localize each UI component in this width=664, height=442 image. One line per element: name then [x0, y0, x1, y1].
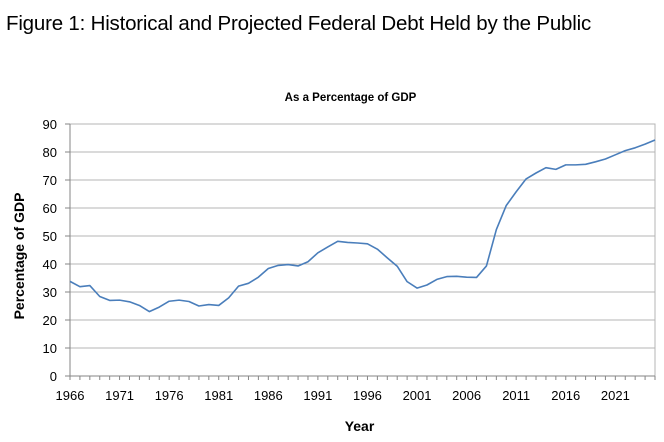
- y-tick-label: 60: [43, 201, 57, 216]
- data-point: [277, 264, 280, 267]
- x-tick-label: 2006: [452, 388, 481, 403]
- x-tick-label: 1976: [155, 388, 184, 403]
- data-point: [406, 280, 409, 283]
- y-axis: 0 10 20 30 40 50 60 70 80 90: [43, 117, 71, 384]
- y-tick-label: 30: [43, 285, 57, 300]
- data-point: [326, 245, 329, 248]
- gridlines: [70, 123, 655, 377]
- data-point: [108, 299, 111, 302]
- data-point: [78, 285, 81, 288]
- data-point: [654, 138, 657, 141]
- data-point: [485, 264, 488, 267]
- data-point: [505, 204, 508, 207]
- data-point: [197, 305, 200, 308]
- y-tick-label: 40: [43, 257, 57, 272]
- data-point: [128, 300, 131, 303]
- data-point: [584, 163, 587, 166]
- y-tick-label: 10: [43, 341, 57, 356]
- data-point: [644, 143, 647, 146]
- data-point: [564, 163, 567, 166]
- x-tick-label: 1966: [56, 388, 85, 403]
- data-point: [366, 242, 369, 245]
- data-point: [336, 240, 339, 243]
- data-point: [435, 278, 438, 281]
- data-point: [138, 304, 141, 307]
- data-point: [416, 287, 419, 290]
- x-axis-label: Year: [345, 418, 375, 434]
- data-point: [445, 275, 448, 278]
- data-point: [237, 285, 240, 288]
- y-tick-label: 70: [43, 173, 57, 188]
- data-point: [178, 299, 181, 302]
- data-point: [247, 282, 250, 285]
- x-tick-label: 2011: [502, 388, 530, 403]
- x-tick-label: 2021: [601, 388, 630, 403]
- data-point: [158, 306, 161, 309]
- series-line-0: [69, 139, 656, 313]
- series-group: [69, 138, 657, 313]
- data-point: [257, 276, 260, 279]
- y-tick-label: 20: [43, 313, 57, 328]
- data-point: [535, 172, 538, 175]
- data-point: [624, 149, 627, 152]
- data-point: [525, 177, 528, 180]
- data-point: [594, 160, 597, 163]
- data-point: [544, 166, 547, 169]
- data-point: [634, 146, 637, 149]
- data-point: [98, 295, 101, 298]
- data-point: [554, 168, 557, 171]
- data-point: [515, 190, 518, 193]
- data-point: [455, 275, 458, 278]
- data-point: [396, 265, 399, 268]
- figure-title: Figure 1: Historical and Projected Feder…: [6, 12, 592, 35]
- data-point: [168, 300, 171, 303]
- y-tick-label: 50: [43, 229, 57, 244]
- plot-area: [69, 123, 656, 377]
- y-tick-label: 90: [43, 117, 57, 132]
- data-point: [475, 276, 478, 279]
- data-point: [118, 299, 121, 302]
- x-tick-label: 1981: [204, 388, 233, 403]
- data-point: [69, 280, 72, 283]
- data-point: [207, 303, 210, 306]
- data-point: [425, 284, 428, 287]
- x-tick-label: 2016: [551, 388, 580, 403]
- x-tick-label: 1986: [254, 388, 283, 403]
- data-point: [287, 263, 290, 266]
- data-point: [465, 276, 468, 279]
- y-tick-label: 0: [50, 369, 57, 384]
- data-point: [306, 260, 309, 263]
- x-tick-label: 1996: [353, 388, 382, 403]
- x-axis: 1966 1971 1976 1981 1986 1991 1996 2001 2006 2011…: [56, 376, 656, 403]
- data-point: [356, 242, 359, 245]
- data-point: [614, 153, 617, 156]
- data-point: [346, 241, 349, 244]
- x-tick-label: 1971: [105, 388, 134, 403]
- data-point: [376, 248, 379, 251]
- data-point: [574, 163, 577, 166]
- data-point: [297, 264, 300, 267]
- chart-title: As a Percentage of GDP: [285, 92, 417, 104]
- data-point: [316, 251, 319, 254]
- data-point: [187, 300, 190, 303]
- x-tick-label: 1991: [303, 388, 332, 403]
- y-tick-label: 80: [43, 145, 57, 160]
- data-point: [227, 296, 230, 299]
- data-point: [386, 256, 389, 259]
- data-point: [88, 284, 91, 287]
- y-axis-label: Percentage of GDP: [11, 193, 27, 320]
- data-point: [267, 267, 270, 270]
- data-point: [604, 158, 607, 161]
- data-point: [495, 228, 498, 231]
- data-point: [217, 304, 220, 307]
- data-point: [148, 310, 151, 313]
- x-tick-label: 2001: [403, 388, 432, 403]
